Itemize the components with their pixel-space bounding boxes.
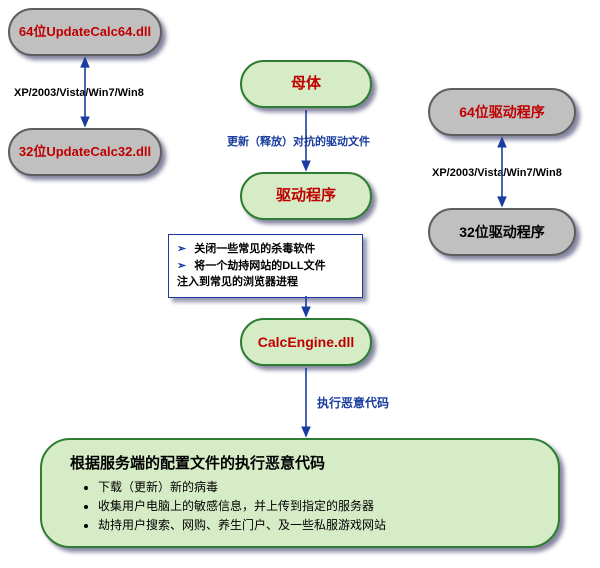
note-line: 关闭一些常见的杀毒软件 <box>194 243 315 255</box>
node-label: 母体 <box>291 74 321 94</box>
result-box: 根据服务端的配置文件的执行恶意代码 下载（更新）新的病毒 收集用户电脑上的敏感信… <box>40 438 560 548</box>
driver-actions-note: 关闭一些常见的杀毒软件 将一个劫持网站的DLL文件 注入到常见的浏览器进程 <box>168 234 363 298</box>
node-label: 64位UpdateCalc64.dll <box>19 24 151 41</box>
edge-label-os-right: XP/2003/Vista/Win7/Win8 <box>432 166 562 181</box>
node-upd64: 64位UpdateCalc64.dll <box>8 8 162 56</box>
node-mother: 母体 <box>240 60 372 108</box>
result-item: 收集用户电脑上的敏感信息，并上传到指定的服务器 <box>98 497 538 516</box>
node-label: 32位UpdateCalc32.dll <box>19 144 151 161</box>
edge-label-os-left: XP/2003/Vista/Win7/Win8 <box>14 86 144 101</box>
note-line: 将一个劫持网站的DLL文件 <box>194 260 325 272</box>
result-item: 下载（更新）新的病毒 <box>98 478 538 497</box>
result-title: 根据服务端的配置文件的执行恶意代码 <box>70 452 538 476</box>
node-label: 32位驱动程序 <box>459 223 545 241</box>
node-drv64: 64位驱动程序 <box>428 88 576 136</box>
edge-label-exec: 执行恶意代码 <box>317 395 389 412</box>
node-drv32: 32位驱动程序 <box>428 208 576 256</box>
node-label: 驱动程序 <box>276 186 336 206</box>
result-item: 劫持用户搜索、网购、养生门户、及一些私服游戏网站 <box>98 516 538 535</box>
node-label: CalcEngine.dll <box>258 333 354 351</box>
node-upd32: 32位UpdateCalc32.dll <box>8 128 162 176</box>
node-label: 64位驱动程序 <box>459 103 545 121</box>
note-tail: 注入到常见的浏览器进程 <box>177 274 354 291</box>
edge-label-release: 更新（释放）对抗的驱动文件 <box>227 135 370 150</box>
node-calc: CalcEngine.dll <box>240 318 372 366</box>
result-list: 下载（更新）新的病毒 收集用户电脑上的敏感信息，并上传到指定的服务器 劫持用户搜… <box>70 478 538 536</box>
node-driver: 驱动程序 <box>240 172 372 220</box>
